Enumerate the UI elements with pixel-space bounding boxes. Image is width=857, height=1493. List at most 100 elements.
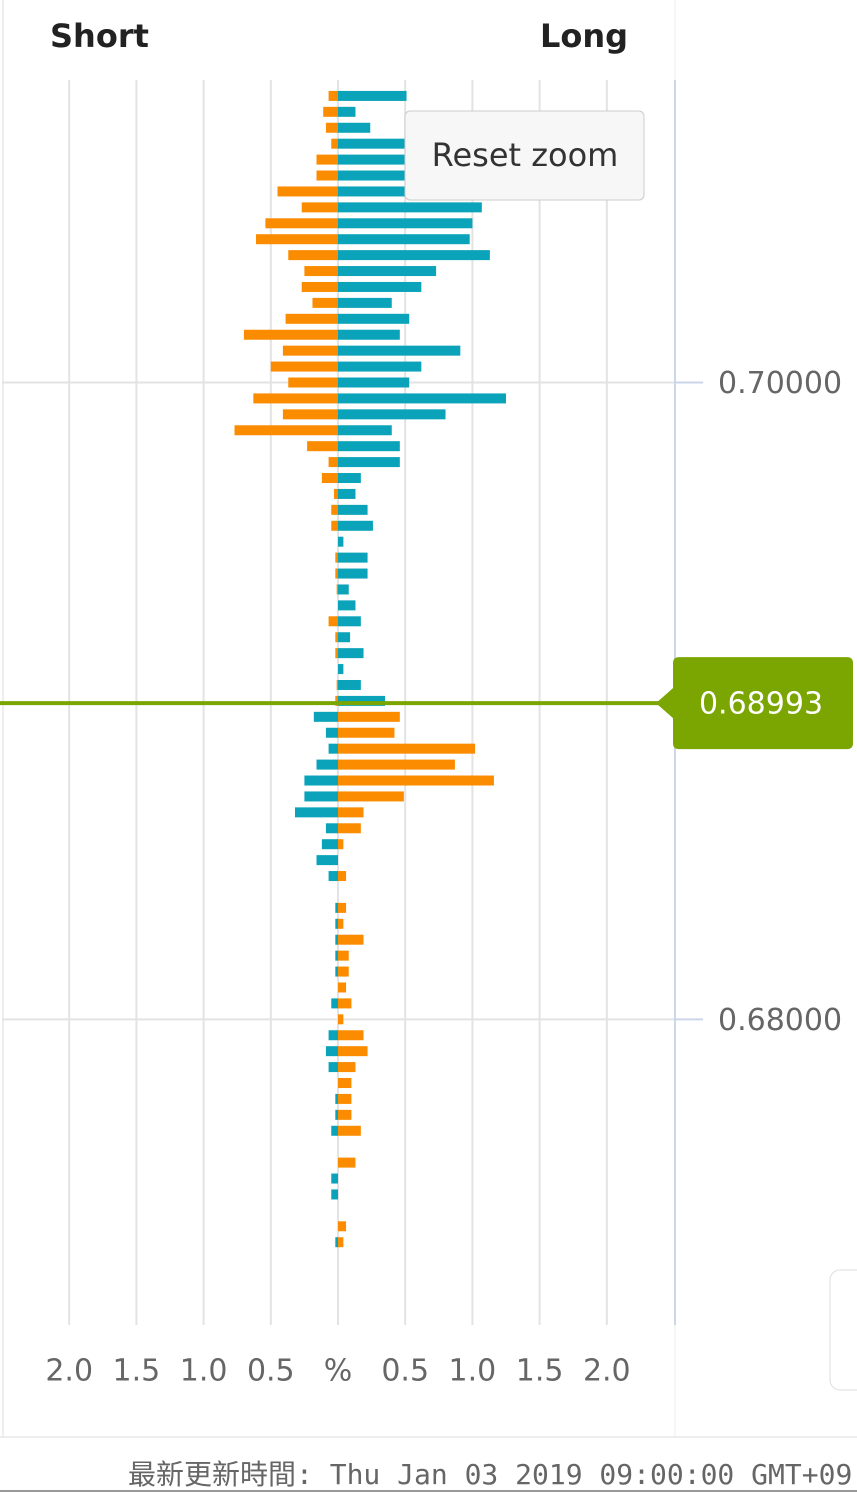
footer: 最新更新時間: Thu Jan 03 2019 09:00:00 GMT+09: [128, 1458, 852, 1491]
bar: [338, 297, 392, 308]
bar: [338, 727, 395, 738]
bar: [338, 441, 400, 452]
bar: [282, 345, 338, 356]
x-tick-label: 1.5: [516, 1354, 564, 1389]
button-label[interactable]: Reset zoom: [432, 136, 619, 174]
x-tick-label: 1.0: [180, 1354, 228, 1389]
bar: [338, 488, 356, 499]
bar: [338, 632, 351, 643]
bar: [338, 1014, 344, 1025]
bar: [338, 823, 361, 834]
bar: [331, 138, 338, 149]
bar: [338, 409, 446, 420]
bar: [338, 106, 356, 117]
bar: [234, 425, 338, 436]
bar: [331, 520, 338, 531]
bar: [338, 1125, 361, 1136]
bar: [328, 90, 338, 101]
y-tick-label: 0.70000: [718, 366, 842, 401]
bar: [328, 1030, 338, 1041]
reset-button[interactable]: Reset zoom: [404, 110, 645, 201]
bar: [338, 186, 419, 197]
bar: [338, 393, 506, 404]
bar: [335, 695, 338, 706]
bar: [338, 90, 407, 101]
bar: [335, 934, 338, 945]
bar: [338, 982, 347, 993]
bar: [338, 711, 400, 722]
bar: [325, 1046, 338, 1057]
bar: [335, 1093, 338, 1104]
x-tick-label: 2.0: [583, 1354, 631, 1389]
side-card: [829, 1269, 857, 1391]
bar: [323, 106, 338, 117]
bar: [294, 807, 338, 818]
bar: [304, 775, 338, 786]
bar: [338, 871, 347, 882]
bar: [321, 839, 338, 850]
bar: [338, 504, 368, 515]
y-tick-label: 0.68000: [718, 1003, 842, 1038]
bar: [243, 329, 338, 340]
bar: [338, 154, 419, 165]
bar: [288, 250, 338, 261]
bar: [338, 616, 361, 627]
bar: [336, 679, 338, 690]
bar: [338, 600, 356, 611]
bar: [338, 664, 344, 675]
bar: [338, 281, 422, 292]
bar: [338, 648, 364, 659]
bar: [325, 122, 338, 133]
bar: [331, 504, 338, 515]
bar: [338, 918, 344, 929]
bar: [338, 807, 364, 818]
bar: [335, 568, 338, 579]
bar: [338, 234, 470, 245]
current-price-flag: [656, 657, 853, 750]
bar: [335, 1237, 338, 1248]
bar: [335, 648, 338, 659]
bar: [256, 234, 338, 245]
bar: [338, 377, 410, 388]
bar: [325, 823, 338, 834]
bar: [328, 457, 338, 468]
bar: [338, 170, 419, 181]
bar: [338, 457, 400, 468]
bar: [333, 488, 338, 499]
bar: [338, 679, 361, 690]
bar: [335, 950, 338, 961]
bar: [338, 1030, 364, 1041]
bar: [304, 791, 338, 802]
bar: [338, 1237, 344, 1248]
bar: [316, 855, 338, 866]
bar: [301, 281, 338, 292]
bar: [338, 568, 368, 579]
bar: [338, 122, 371, 133]
bar: [338, 536, 344, 547]
x-tick-label: 1.5: [113, 1354, 161, 1389]
bar: [253, 393, 338, 404]
bar: [328, 1062, 338, 1073]
bar: [331, 1189, 338, 1200]
bar: [338, 966, 349, 977]
button-box[interactable]: [404, 110, 645, 201]
bar: [338, 250, 490, 261]
bar: [335, 632, 338, 643]
bar: [328, 871, 338, 882]
bar: [328, 616, 338, 627]
bar: [316, 154, 338, 165]
bar: [285, 313, 338, 324]
bar: [338, 473, 361, 484]
bar: [335, 966, 338, 977]
bar: [331, 1125, 338, 1136]
bar: [270, 361, 338, 372]
bar: [338, 1078, 352, 1089]
bar: [331, 1173, 338, 1184]
x-tick-label: 0.5: [381, 1354, 429, 1389]
bar: [282, 409, 338, 420]
bar: [304, 266, 338, 277]
bar: [316, 170, 338, 181]
bar: [338, 329, 400, 340]
bar: [338, 934, 364, 945]
